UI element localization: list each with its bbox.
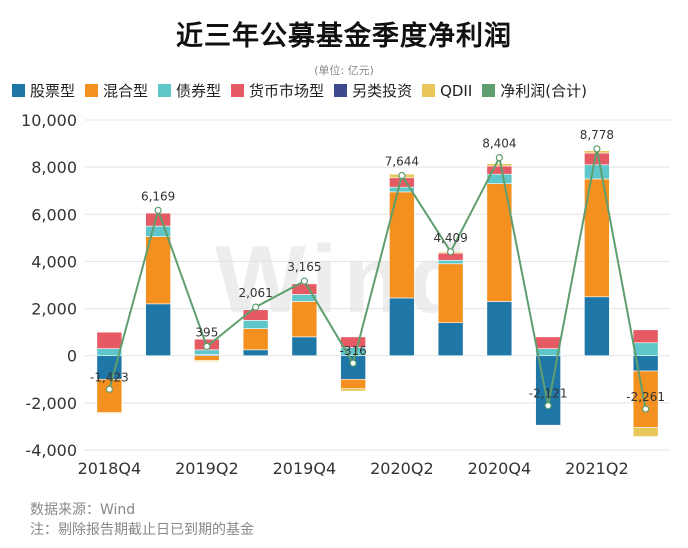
bar-segment	[437, 263, 464, 324]
data-label: 395	[195, 325, 218, 339]
legend-item: 另类投资	[334, 80, 412, 101]
bar-segment	[486, 301, 513, 357]
y-tick-label: 6,000	[31, 205, 77, 224]
chart-unit: (单位: 亿元)	[314, 64, 374, 77]
y-tick-label: 10,000	[21, 111, 77, 130]
line-point	[398, 171, 406, 180]
bar-segment	[96, 331, 123, 349]
bar-segment	[437, 259, 464, 265]
data-label: 8,778	[580, 128, 614, 142]
bar-segment	[632, 427, 659, 437]
legend-swatch	[85, 84, 99, 97]
bar-segment	[584, 296, 610, 357]
bar-segment	[535, 336, 561, 349]
chart-title: 近三年公募基金季度净利润	[176, 21, 512, 52]
data-label: -316	[340, 344, 367, 358]
footnote: 注：剔除报告期截止日已到期的基金	[30, 522, 254, 538]
x-tick-label: 2018Q4	[78, 459, 142, 478]
legend-label: 货币市场型	[249, 82, 325, 100]
data-label: -2,261	[626, 390, 665, 404]
legend-item: 净利润(合计)	[482, 80, 587, 101]
data-label: -2,121	[529, 387, 568, 401]
legend-swatch	[334, 84, 348, 97]
bar-segment	[437, 322, 464, 357]
net-profit-line	[108, 148, 647, 410]
bar-segment	[340, 378, 366, 390]
bar-segment	[194, 360, 220, 362]
line-point	[105, 385, 113, 393]
bar-segment	[145, 212, 171, 227]
y-tick-label: -2,000	[25, 394, 77, 413]
y-tick-label: 8,000	[31, 158, 77, 177]
bar-segment	[242, 328, 269, 351]
bar-segment	[632, 342, 659, 357]
bar-segment	[194, 355, 220, 361]
legend-label: 股票型	[30, 82, 76, 100]
legend-swatch	[231, 84, 245, 97]
data-label: 7,644	[385, 155, 419, 169]
bar-segment	[535, 424, 561, 427]
legend-item: 债券型	[158, 80, 221, 101]
y-tick-label: 4,000	[31, 252, 77, 271]
legend-swatch	[482, 84, 496, 97]
bar-segment	[584, 164, 610, 180]
line-point	[252, 303, 260, 311]
bar-segment	[340, 388, 366, 392]
bar-segment	[145, 303, 171, 357]
x-tick-label: 2019Q2	[175, 459, 239, 478]
line-point	[495, 154, 503, 162]
notes: 数据来源：Wind 注：剔除报告期截止日已到期的基金	[30, 500, 254, 540]
legend-label: 净利润(合计)	[500, 82, 588, 100]
legend: 股票型 混合型 债券型 货币市场型 另类投资 QDII 净利润(合计)	[12, 80, 684, 101]
legend-item: 货币市场型	[231, 80, 324, 101]
data-label: 6,169	[141, 189, 175, 203]
legend-item: 股票型	[12, 80, 75, 101]
line-point	[349, 359, 357, 367]
data-label: 8,404	[482, 137, 516, 151]
data-label: 4,409	[433, 231, 467, 245]
bar-segment	[584, 152, 610, 166]
x-tick-label: 2021Q2	[565, 459, 629, 478]
legend-swatch	[12, 84, 25, 97]
y-tick-label: 2,000	[31, 300, 77, 319]
line-point	[203, 342, 211, 351]
bar-segment	[96, 378, 123, 413]
legend-label: QDII	[440, 81, 473, 100]
line-point	[642, 405, 650, 413]
line-point	[300, 277, 308, 285]
x-tick-label: 2020Q4	[468, 459, 532, 478]
legend-item: QDII	[422, 82, 472, 100]
y-tick-label: -4,000	[25, 441, 77, 460]
legend-swatch	[422, 84, 436, 97]
bar-segment	[242, 349, 269, 357]
bar-segment	[242, 320, 269, 329]
bar-segment	[96, 411, 123, 414]
line-point	[593, 145, 601, 153]
legend-swatch	[158, 84, 172, 97]
bar-segment	[632, 370, 659, 428]
line-point	[447, 248, 455, 256]
legend-label: 另类投资	[352, 82, 413, 100]
bar-segment	[194, 349, 220, 355]
x-tick-label: 2020Q2	[370, 459, 434, 478]
bar-segment	[486, 163, 513, 167]
line-point	[154, 206, 162, 214]
legend-label: 债券型	[176, 82, 222, 100]
data-label: 2,061	[238, 286, 272, 300]
legend-label: 混合型	[103, 82, 149, 100]
legend-item: 混合型	[85, 80, 148, 101]
bar-segment	[632, 329, 659, 344]
bar-segment	[389, 297, 415, 357]
source-note: 数据来源：Wind	[30, 502, 136, 518]
line-point	[544, 402, 552, 410]
bar-segment	[291, 336, 318, 357]
bar-segment	[145, 236, 171, 305]
data-label: 3,165	[287, 260, 321, 274]
y-tick-label: 0	[67, 347, 77, 366]
x-tick-label: 2019Q4	[273, 459, 337, 478]
bar-segment	[291, 301, 318, 338]
data-label: -1,423	[90, 370, 129, 384]
